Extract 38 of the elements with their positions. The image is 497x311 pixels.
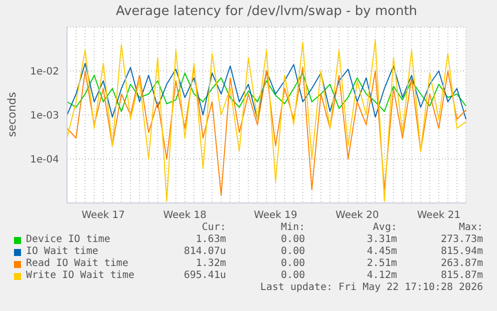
text: Cur: [202,222,226,233]
text: 815.87m [440,270,483,281]
y-tick-label: 1e-04 [30,154,59,166]
line-series [66,62,466,120]
text: Max: [458,222,483,233]
y-axis-title: seconds [6,91,18,139]
text: Avg: [372,222,397,233]
y-tick-label: 1e-02 [30,66,59,78]
text: 2.51m [366,258,397,269]
text: Last update: Fri May 22 17:10:28 2026 [260,282,483,293]
text: 4.45m [366,246,397,257]
text: 4.12m [366,270,397,281]
text: 263.87m [440,258,483,269]
chart-title: Average latency for /dev/lvm/swap - by month [114,4,418,19]
x-tick-label: Week 17 [82,210,125,222]
text: 815.94m [440,246,483,257]
line-series [66,72,466,112]
x-tick-label: Week 20 [336,210,379,222]
legend-label: IO Wait time [26,246,98,257]
x-tick-label: Week 18 [163,210,207,222]
text: 0.00 [280,270,305,281]
text: 0.00 [280,234,305,245]
x-tick-label: Week 19 [254,210,298,222]
text: 0.00 [280,258,305,269]
text: 1.63m [196,234,226,245]
x-tick-label: Week 21 [417,210,460,222]
text: Min: [280,222,305,233]
y-tick-label: 1e-03 [30,110,59,122]
legend-label: Read IO Wait time [26,258,128,269]
text: 814.07u [184,246,226,257]
legend-label: Device IO time [26,234,110,245]
text: 1.32m [196,258,226,269]
text: 3.31m [366,234,397,245]
text: 695.41u [184,270,226,281]
legend-label: Write IO Wait time [26,270,134,281]
text: 273.73m [440,234,483,245]
line-series [66,67,466,196]
text: 0.00 [280,246,305,257]
